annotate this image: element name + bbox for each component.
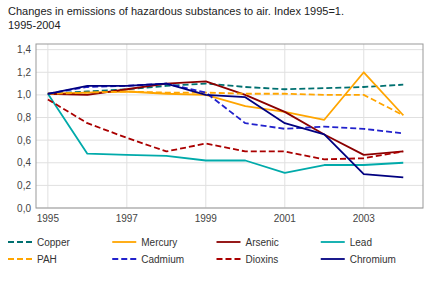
- x-tick-label: 1995: [37, 213, 60, 224]
- y-tick-label: 1,4: [17, 44, 31, 55]
- grid-line: [36, 49, 423, 50]
- series-line: [48, 92, 403, 116]
- x-tick-label: 2001: [274, 213, 297, 224]
- legend-label: Arsenic: [246, 237, 279, 248]
- legend: Copper Mercury Arsenic Lead PAH Cadmium Dioxin…: [8, 237, 396, 265]
- legend-label: Cadmium: [141, 254, 184, 265]
- x-tick-label: 1999: [195, 213, 218, 224]
- series-line: [48, 99, 403, 159]
- x-tick-label: 2003: [353, 213, 376, 224]
- title-line: 1995-2004: [8, 19, 61, 31]
- series-group: [48, 72, 403, 177]
- title: Changes in emissions of hazardous substa…: [8, 5, 344, 31]
- grid-line: [363, 44, 364, 208]
- legend-swatch: [321, 241, 345, 243]
- grid-line: [205, 44, 206, 208]
- legend-swatch: [112, 241, 136, 243]
- grid-line: [284, 44, 285, 208]
- legend-swatch: [112, 258, 136, 260]
- series-line: [48, 84, 403, 134]
- y-tick-label: 0,2: [17, 180, 31, 191]
- y-tick-label: 0,0: [17, 203, 31, 214]
- y-tick-label: 1,2: [17, 67, 31, 78]
- legend-label: Chromium: [350, 254, 396, 265]
- grid-line: [36, 162, 423, 163]
- legend-label: Dioxins: [246, 254, 279, 265]
- y-tick-label: 0,8: [17, 112, 31, 123]
- grid-line: [36, 140, 423, 141]
- title-line: Changes in emissions of hazardous substa…: [8, 5, 344, 17]
- grid-line: [36, 117, 423, 118]
- legend-swatch: [8, 241, 32, 243]
- series-line: [48, 84, 403, 178]
- legend-swatch: [321, 258, 345, 260]
- plot-frame: [36, 44, 423, 208]
- x-tick-label: 1997: [116, 213, 139, 224]
- y-tick-label: 0,6: [17, 135, 31, 146]
- y-tick-label: 1,0: [17, 89, 31, 100]
- y-tick-label: 0,4: [17, 157, 31, 168]
- legend-label: Mercury: [141, 237, 177, 248]
- legend-swatch: [8, 258, 32, 260]
- chart: Changes in emissions of hazardous substa…: [0, 0, 433, 296]
- legend-swatch: [217, 258, 241, 260]
- grid-line: [36, 185, 423, 186]
- series-line: [48, 81, 403, 155]
- grid-line: [47, 44, 48, 208]
- legend-label: Copper: [37, 237, 70, 248]
- legend-label: Lead: [350, 237, 372, 248]
- legend-label: PAH: [37, 254, 57, 265]
- legend-swatch: [217, 241, 241, 243]
- axes: 0,0 0,2 0,4 0,6 0,8 1,0 1,2 1,4 1995 1997 1999 2001…: [17, 44, 423, 224]
- grid-line: [126, 44, 127, 208]
